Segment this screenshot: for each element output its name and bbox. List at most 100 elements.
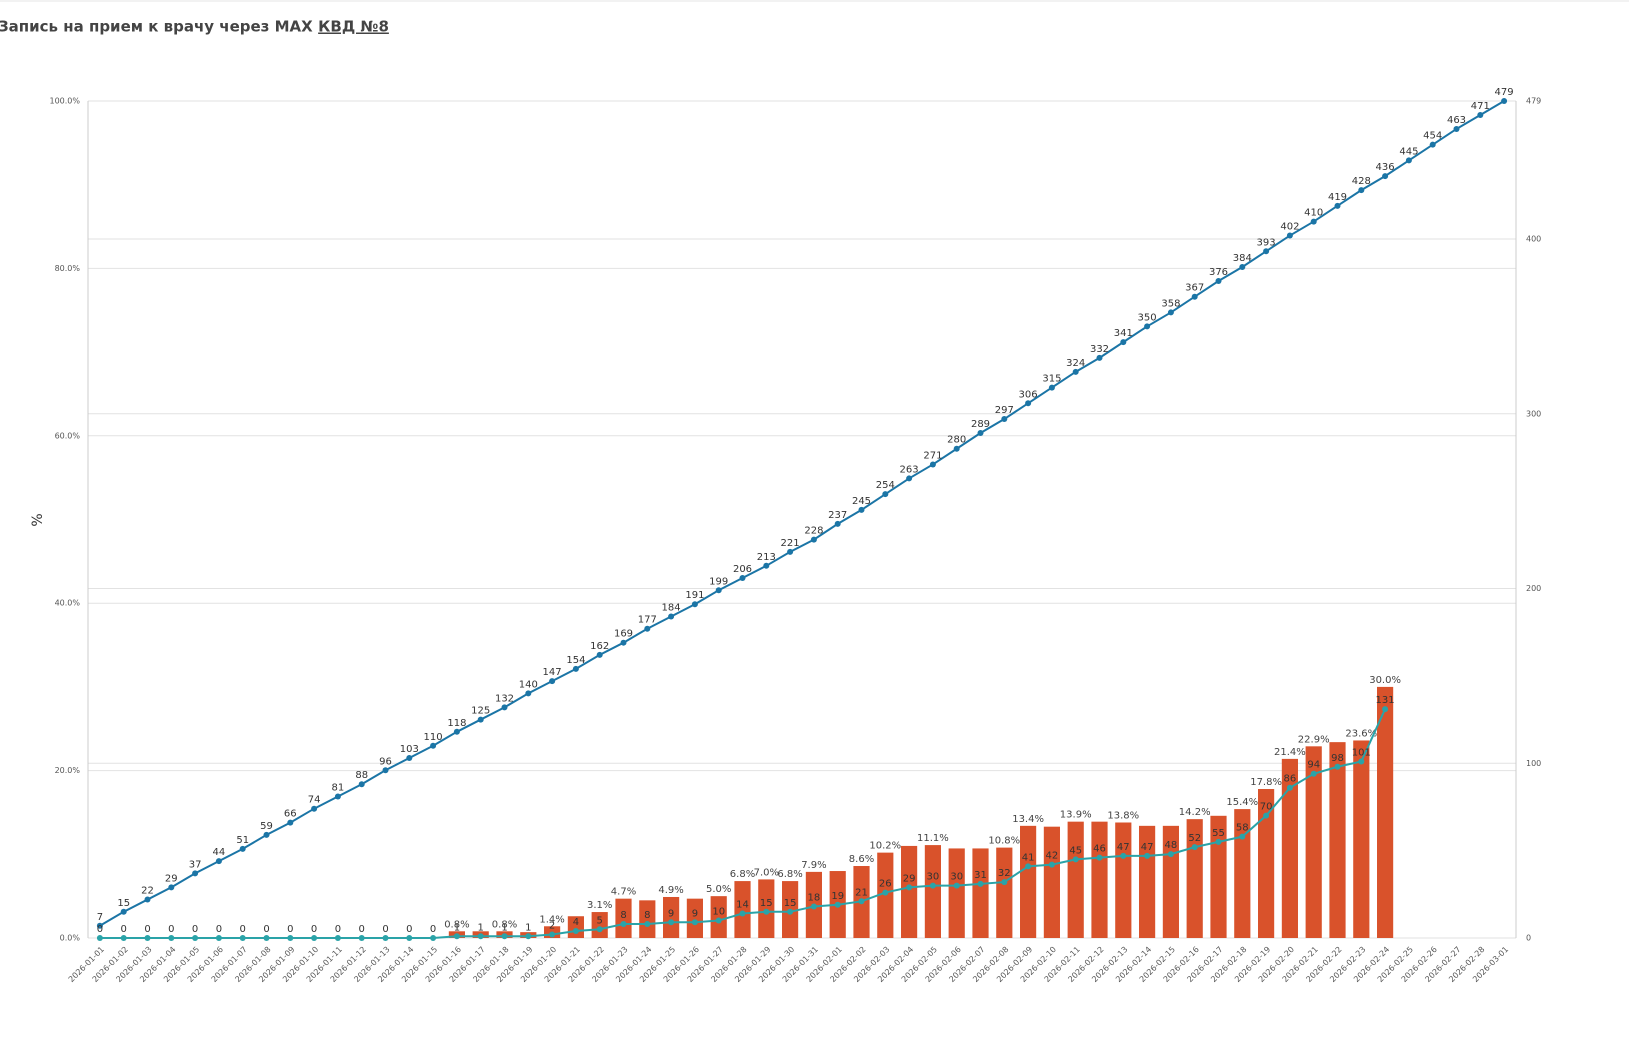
line-point: [572, 665, 579, 672]
line-point: [810, 536, 817, 543]
line-value-label: 1: [501, 922, 507, 933]
line-value-label: 103: [400, 744, 419, 755]
bar-value-label: 6.8%: [730, 869, 755, 880]
bar: [924, 845, 941, 938]
line-point: [1072, 368, 1079, 375]
bar-value-label: 8.6%: [849, 854, 874, 865]
line-value-label: 199: [709, 576, 728, 587]
bar: [734, 881, 751, 938]
line-point: [1286, 784, 1293, 791]
line-point: [787, 908, 794, 915]
line-point: [334, 935, 341, 941]
line-value-label: 169: [614, 629, 633, 640]
line-point: [311, 935, 318, 941]
line-point: [239, 845, 246, 852]
bar-value-label: 0.8%: [492, 919, 517, 930]
line-value-label: 410: [1304, 208, 1323, 219]
line-point: [739, 575, 746, 582]
line-value-label: 306: [1019, 389, 1038, 400]
line-value-label: 140: [519, 679, 538, 690]
line-point: [382, 767, 389, 774]
bar: [591, 912, 608, 938]
line-value-label: 118: [447, 718, 466, 729]
line-point: [239, 935, 246, 941]
line-value-label: 45: [1069, 845, 1082, 856]
line-value-label: 0: [359, 924, 365, 935]
line-point: [263, 831, 270, 838]
line-point: [549, 678, 556, 685]
bar-value-label: 7.9%: [801, 860, 826, 871]
line-point: [1120, 339, 1127, 346]
line-point: [882, 889, 889, 896]
line-value-label: 280: [947, 435, 966, 446]
line-point: [834, 520, 841, 527]
bar: [1043, 826, 1060, 938]
line-value-label: 332: [1090, 344, 1109, 355]
line-value-label: 479: [1495, 87, 1514, 98]
bar: [1139, 825, 1156, 938]
line-point: [215, 858, 222, 865]
y2-tick-label: 479: [1526, 97, 1541, 106]
bar-value-label: 7.0%: [754, 867, 779, 878]
bar-value-label: 4.7%: [611, 887, 636, 898]
line-value-label: 46: [1093, 844, 1106, 855]
y-axis-label: %: [30, 513, 46, 526]
line-value-label: 0: [287, 924, 293, 935]
line-point: [739, 910, 746, 917]
line-value-label: 358: [1161, 298, 1180, 309]
line-point: [596, 651, 603, 658]
bar-value-label: 1.4%: [539, 914, 564, 925]
line-value-label: 0: [121, 924, 127, 935]
line-point: [1025, 400, 1032, 407]
line-value-label: 324: [1066, 358, 1085, 369]
line-point: [1215, 277, 1222, 284]
line-value-label: 9: [692, 908, 698, 919]
line-value-label: 42: [1046, 851, 1059, 862]
line-point: [1263, 812, 1270, 819]
line-point: [453, 728, 460, 735]
line-point: [358, 781, 365, 788]
chart-title-link[interactable]: КВД №8: [318, 18, 389, 36]
line-value-label: 98: [1331, 753, 1344, 764]
line-value-label: 55: [1212, 828, 1225, 839]
line-value-label: 445: [1399, 146, 1418, 157]
line-value-label: 350: [1138, 312, 1157, 323]
bar-value-label: 22.9%: [1298, 734, 1330, 745]
line-value-label: 47: [1117, 842, 1130, 853]
bar: [1377, 686, 1394, 938]
y-tick-label: 60.0%: [55, 431, 81, 440]
bar: [1020, 825, 1037, 938]
line-point: [715, 917, 722, 924]
line-point: [1025, 863, 1032, 870]
y-tick-label: 40.0%: [55, 599, 81, 608]
line-value-label: 52: [1188, 833, 1201, 844]
line-point: [906, 475, 913, 482]
line-point: [953, 882, 960, 889]
y2-tick-label: 100: [1526, 759, 1541, 768]
line-point: [430, 935, 437, 941]
line-point: [525, 690, 532, 697]
line-point: [501, 704, 508, 711]
bar-value-label: 14.2%: [1179, 807, 1211, 818]
line-point: [715, 587, 722, 594]
line-value-label: 367: [1185, 283, 1204, 294]
line-point: [168, 935, 175, 941]
line-value-label: 454: [1423, 131, 1442, 142]
line-point: [382, 935, 389, 941]
bar: [1115, 822, 1132, 938]
line-point: [1001, 416, 1008, 423]
line-point: [668, 919, 675, 926]
y-tick-label: 0.0%: [60, 934, 81, 943]
line-value-label: 162: [590, 641, 609, 652]
bar-value-label: 21.4%: [1274, 747, 1306, 758]
line-value-label: 147: [543, 667, 562, 678]
line-point: [1191, 844, 1198, 851]
line-point: [358, 935, 365, 941]
line-value-label: 0: [97, 924, 103, 935]
bar: [1234, 809, 1251, 938]
line-value-label: 81: [332, 782, 345, 793]
line-point: [834, 901, 841, 908]
line-point: [787, 548, 794, 555]
bar: [639, 900, 656, 938]
